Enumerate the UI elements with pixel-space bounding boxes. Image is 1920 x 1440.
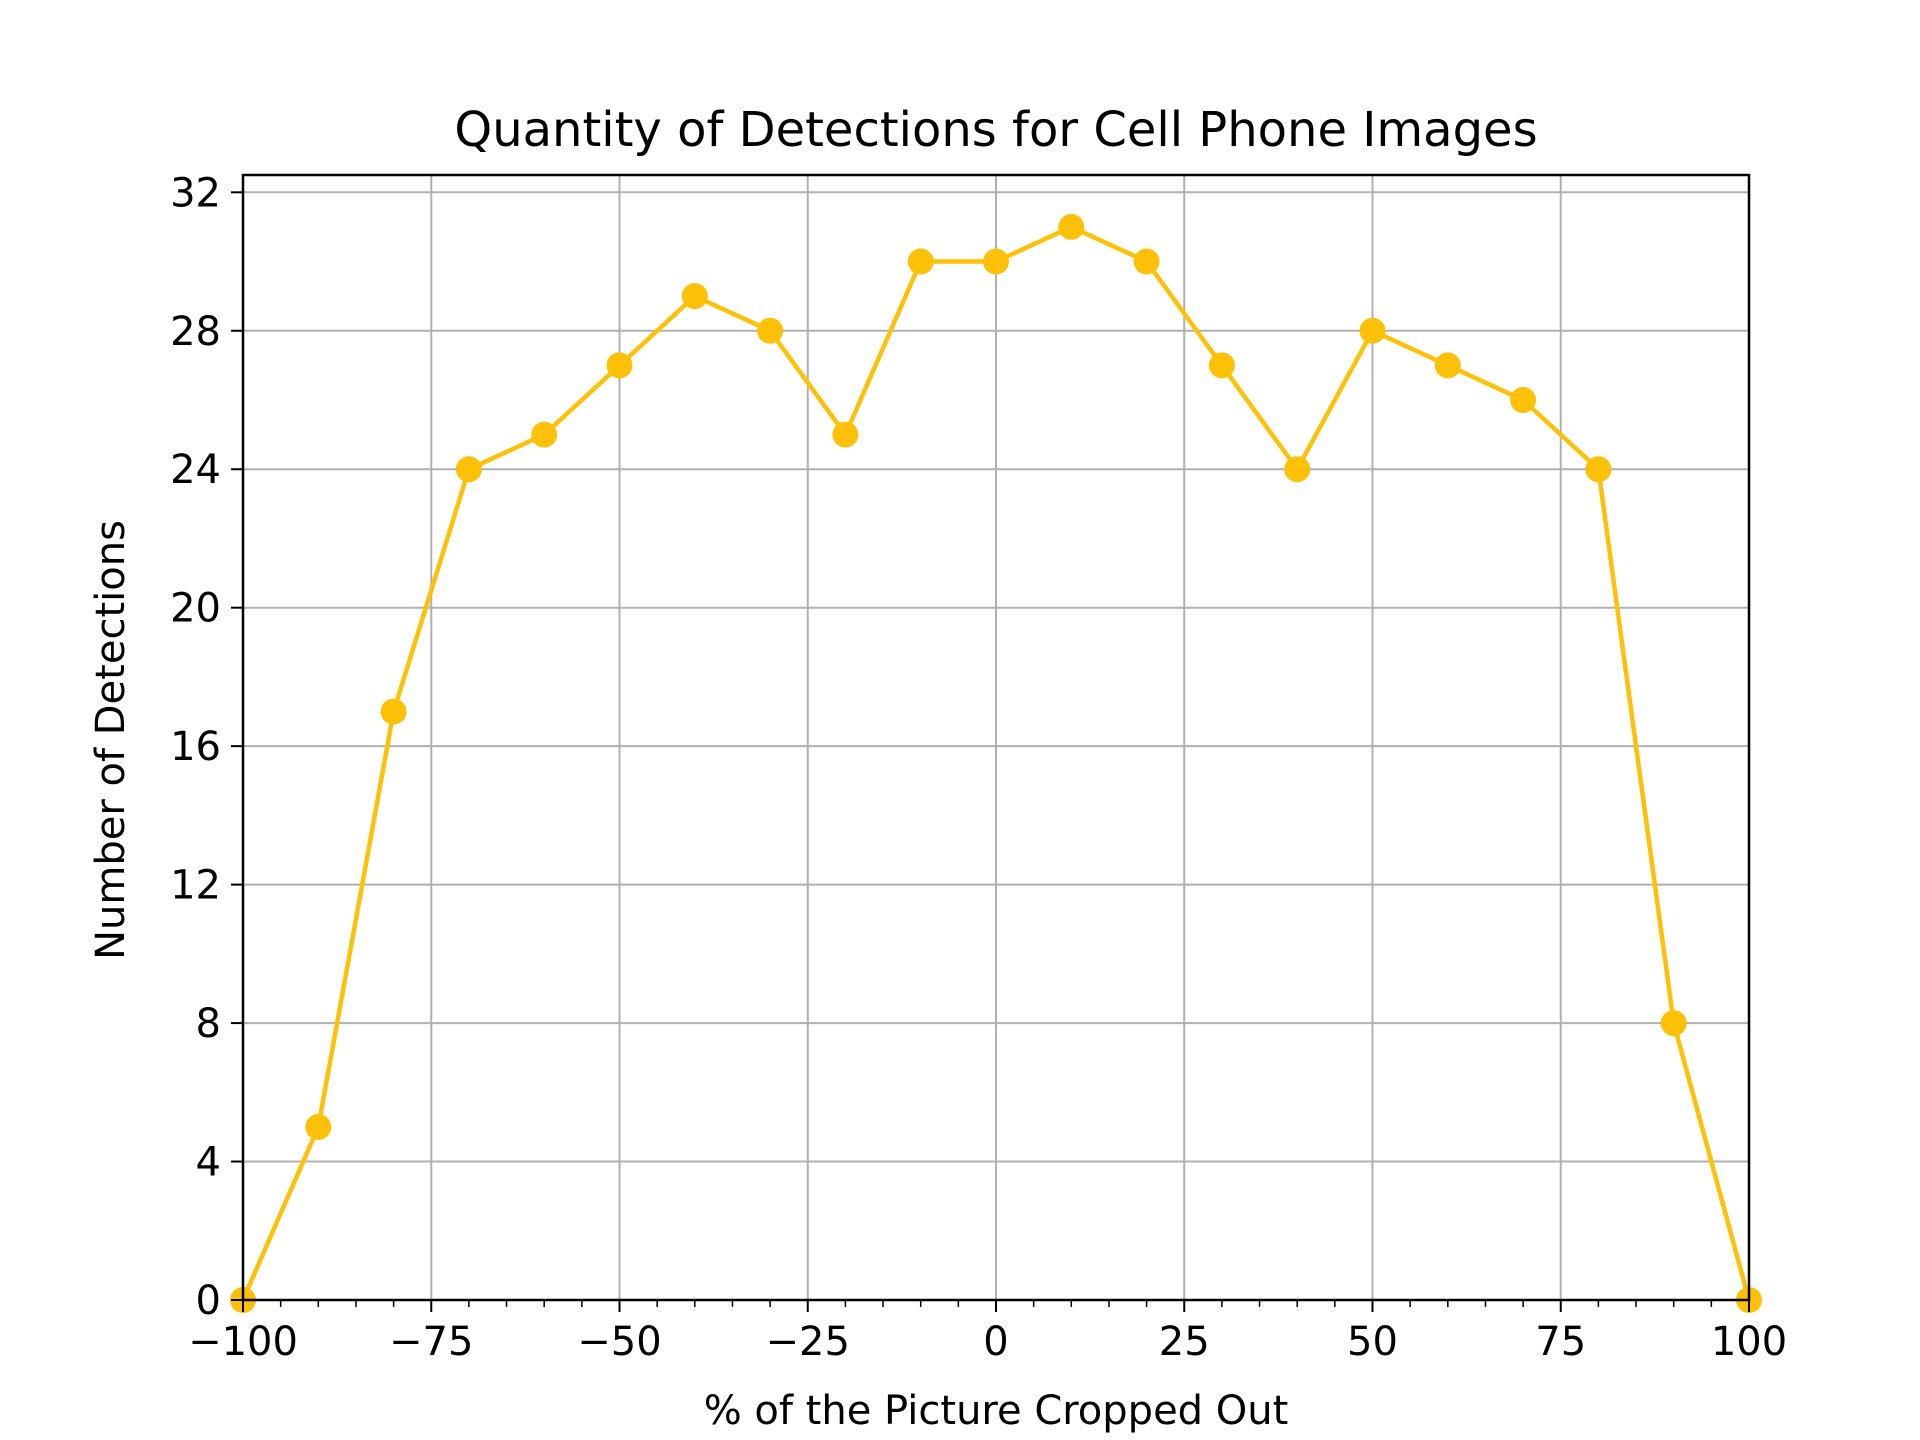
data-point bbox=[606, 352, 633, 379]
data-point bbox=[1660, 1010, 1687, 1037]
x-tick-label: −25 bbox=[766, 1319, 850, 1365]
data-point bbox=[1058, 213, 1085, 240]
data-point bbox=[907, 248, 934, 275]
data-point bbox=[1359, 317, 1386, 344]
y-tick-label: 0 bbox=[196, 1278, 221, 1324]
data-point bbox=[531, 421, 558, 448]
x-tick-label: −75 bbox=[389, 1319, 473, 1365]
y-tick-label: 20 bbox=[170, 586, 221, 632]
y-axis-label: Number of Detections bbox=[88, 520, 134, 960]
y-tick-label: 28 bbox=[170, 309, 221, 355]
series-layer bbox=[230, 213, 1762, 1313]
y-tick-label: 16 bbox=[170, 724, 221, 770]
x-tick-label: 50 bbox=[1347, 1319, 1398, 1365]
data-point bbox=[380, 698, 407, 725]
data-point bbox=[1133, 248, 1160, 275]
y-tick-label: 12 bbox=[170, 863, 221, 909]
x-tick-label: −50 bbox=[577, 1319, 661, 1365]
data-point bbox=[1434, 352, 1461, 379]
ticks: −100 −75 −50 −25 0 25 50 75 100 0 4 8 12 16 20 24 28 32 bbox=[170, 170, 1787, 1365]
data-point bbox=[757, 317, 784, 344]
data-point bbox=[1284, 456, 1311, 483]
x-tick-label: 100 bbox=[1711, 1319, 1787, 1365]
chart-title: Quantity of Detections for Cell Phone Im… bbox=[454, 102, 1537, 158]
data-point bbox=[832, 421, 859, 448]
data-point bbox=[983, 248, 1009, 275]
x-tick-label: −100 bbox=[188, 1319, 298, 1365]
x-tick-label: 25 bbox=[1159, 1319, 1210, 1365]
x-tick-label: 0 bbox=[983, 1319, 1008, 1365]
data-point bbox=[1510, 387, 1537, 413]
y-tick-label: 32 bbox=[170, 170, 221, 216]
data-point bbox=[1208, 352, 1235, 379]
data-point bbox=[1585, 456, 1612, 483]
data-point bbox=[681, 283, 708, 310]
data-point bbox=[305, 1113, 332, 1140]
y-tick-label: 24 bbox=[170, 447, 221, 493]
y-tick-label: 8 bbox=[196, 1001, 221, 1047]
data-point bbox=[455, 456, 482, 483]
y-tick-label: 4 bbox=[196, 1140, 221, 1186]
x-tick-label: 75 bbox=[1535, 1319, 1586, 1365]
x-axis-label: % of the Picture Cropped Out bbox=[704, 1388, 1289, 1434]
